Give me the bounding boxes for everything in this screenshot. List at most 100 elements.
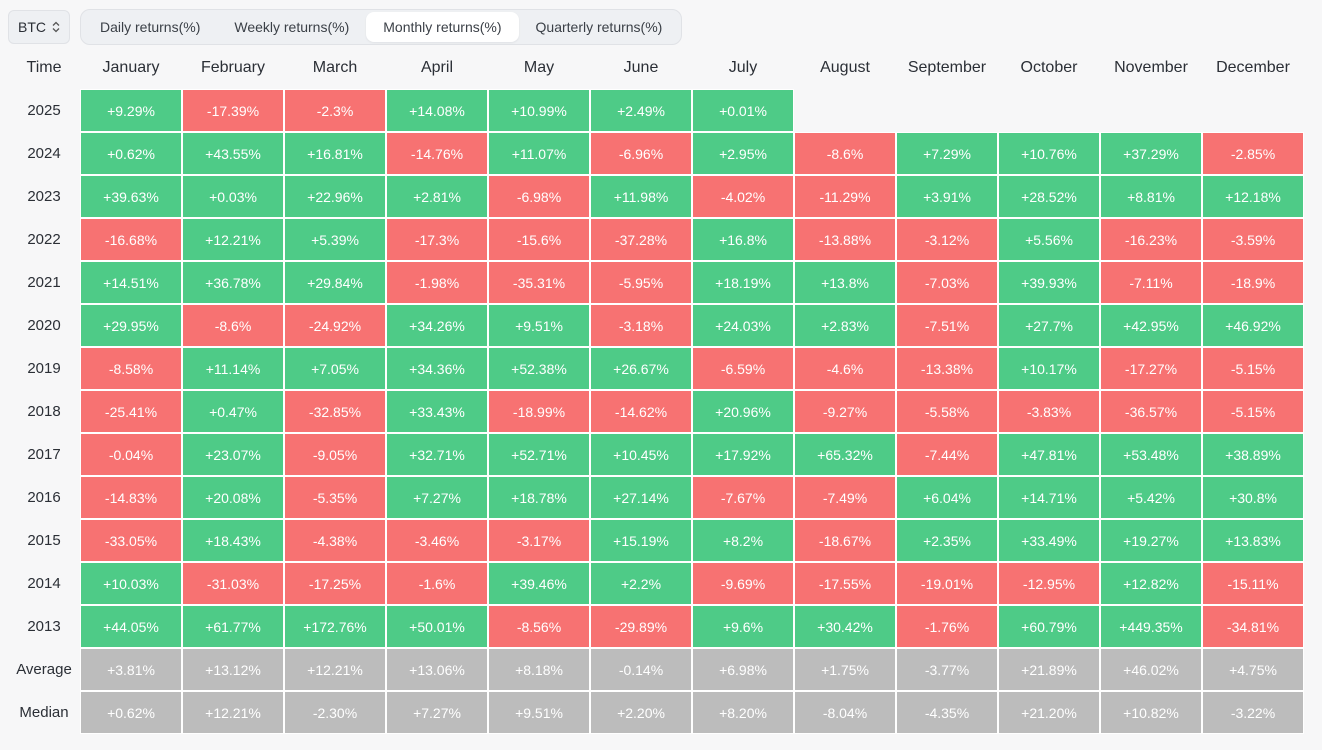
return-cell-2023-july: -4.02%	[692, 175, 794, 218]
return-cell-2015-december: +13.83%	[1202, 519, 1304, 562]
return-cell-2023-september: +3.91%	[896, 175, 998, 218]
row-label-2014: 2014	[27, 575, 61, 592]
median-cell-april: +7.27%	[386, 691, 488, 734]
return-cell-2016-october: +14.71%	[998, 476, 1100, 519]
average-cell-july: +6.98%	[692, 648, 794, 691]
return-cell-2023-december: +12.18%	[1202, 175, 1304, 218]
return-cell-2022-april: -17.3%	[386, 218, 488, 261]
asset-selector-value: BTC	[18, 19, 46, 35]
return-cell-2020-october: +27.7%	[998, 304, 1100, 347]
return-cell-2020-january: +29.95%	[80, 304, 182, 347]
return-cell-2014-september: -19.01%	[896, 562, 998, 605]
return-cell-2020-august: +2.83%	[794, 304, 896, 347]
return-cell-2019-april: +34.36%	[386, 347, 488, 390]
return-cell-2014-march: -17.25%	[284, 562, 386, 605]
column-header-october: October	[1020, 58, 1078, 76]
column-header-september: September	[907, 58, 987, 76]
row-label-median: Median	[19, 704, 69, 721]
average-cell-june: -0.14%	[590, 648, 692, 691]
return-cell-2023-january: +39.63%	[80, 175, 182, 218]
return-cell-2014-december: -15.11%	[1202, 562, 1304, 605]
return-cell-2015-november: +19.27%	[1100, 519, 1202, 562]
row-label-2022: 2022	[27, 231, 61, 248]
return-cell-2019-june: +26.67%	[590, 347, 692, 390]
return-cell-2015-july: +8.2%	[692, 519, 794, 562]
return-cell-2014-january: +10.03%	[80, 562, 182, 605]
average-cell-may: +8.18%	[488, 648, 590, 691]
return-cell-2018-april: +33.43%	[386, 390, 488, 433]
return-cell-2021-july: +18.19%	[692, 261, 794, 304]
return-cell-2018-july: +20.96%	[692, 390, 794, 433]
average-cell-march: +12.21%	[284, 648, 386, 691]
row-label-2020: 2020	[27, 317, 61, 334]
return-cell-2015-january: -33.05%	[80, 519, 182, 562]
return-cell-2025-june: +2.49%	[590, 89, 692, 132]
return-cell-2019-july: -6.59%	[692, 347, 794, 390]
return-cell-2019-may: +52.38%	[488, 347, 590, 390]
return-cell-2025-may: +10.99%	[488, 89, 590, 132]
return-cell-2019-february: +11.14%	[182, 347, 284, 390]
tab-monthly-returns[interactable]: Monthly returns(%)	[366, 12, 519, 42]
tab-weekly-returns[interactable]: Weekly returns(%)	[234, 19, 350, 35]
return-cell-2017-november: +53.48%	[1100, 433, 1202, 476]
column-header-february: February	[200, 58, 266, 76]
row-label-average: Average	[16, 661, 72, 678]
return-cell-2013-september: -1.76%	[896, 605, 998, 648]
return-cell-2022-february: +12.21%	[182, 218, 284, 261]
return-cell-2017-august: +65.32%	[794, 433, 896, 476]
return-cell-2017-october: +47.81%	[998, 433, 1100, 476]
return-cell-2016-march: -5.35%	[284, 476, 386, 519]
return-cell-2016-september: +6.04%	[896, 476, 998, 519]
return-cell-2014-november: +12.82%	[1100, 562, 1202, 605]
return-cell-2016-may: +18.78%	[488, 476, 590, 519]
return-cell-2015-may: -3.17%	[488, 519, 590, 562]
return-cell-2014-june: +2.2%	[590, 562, 692, 605]
return-cell-2017-december: +38.89%	[1202, 433, 1304, 476]
asset-selector[interactable]: BTC	[8, 10, 70, 44]
average-cell-september: -3.77%	[896, 648, 998, 691]
row-label-2021: 2021	[27, 274, 61, 291]
tab-daily-returns[interactable]: Daily returns(%)	[100, 19, 201, 35]
return-cell-2024-april: -14.76%	[386, 132, 488, 175]
median-cell-august: -8.04%	[794, 691, 896, 734]
return-cell-2022-june: -37.28%	[590, 218, 692, 261]
median-cell-january: +0.62%	[80, 691, 182, 734]
return-cell-2019-january: -8.58%	[80, 347, 182, 390]
return-cell-2024-may: +11.07%	[488, 132, 590, 175]
return-cell-2025-march: -2.3%	[284, 89, 386, 132]
return-cell-2022-may: -15.6%	[488, 218, 590, 261]
return-cell-2020-march: -24.92%	[284, 304, 386, 347]
return-cell-2018-september: -5.58%	[896, 390, 998, 433]
return-cell-2025-july: +0.01%	[692, 89, 794, 132]
return-cell-2016-january: -14.83%	[80, 476, 182, 519]
return-cell-2019-september: -13.38%	[896, 347, 998, 390]
return-cell-2019-november: -17.27%	[1100, 347, 1202, 390]
chevron-updown-icon	[52, 21, 60, 33]
return-cell-2016-august: -7.49%	[794, 476, 896, 519]
return-cell-2022-march: +5.39%	[284, 218, 386, 261]
return-cell-2018-august: -9.27%	[794, 390, 896, 433]
return-cell-2022-july: +16.8%	[692, 218, 794, 261]
return-cell-2022-december: -3.59%	[1202, 218, 1304, 261]
average-cell-february: +13.12%	[182, 648, 284, 691]
column-header-april: April	[420, 58, 453, 76]
toolbar: BTC Daily returns(%) Weekly returns(%) M…	[8, 9, 683, 45]
return-cell-2014-february: -31.03%	[182, 562, 284, 605]
return-cell-2016-april: +7.27%	[386, 476, 488, 519]
tab-quarterly-returns[interactable]: Quarterly returns(%)	[535, 19, 663, 35]
median-cell-july: +8.20%	[692, 691, 794, 734]
row-label-2013: 2013	[27, 618, 61, 635]
return-cell-2021-october: +39.93%	[998, 261, 1100, 304]
return-cell-2025-november	[1100, 89, 1202, 132]
return-cell-2014-july: -9.69%	[692, 562, 794, 605]
return-cell-2013-may: -8.56%	[488, 605, 590, 648]
return-cell-2019-december: -5.15%	[1202, 347, 1304, 390]
return-cell-2014-october: -12.95%	[998, 562, 1100, 605]
row-label-2017: 2017	[27, 446, 61, 463]
column-header-june: June	[623, 58, 659, 76]
column-header-january: January	[102, 58, 160, 76]
returns-heatmap-table: Time January February March April May June July…	[8, 46, 1304, 734]
return-cell-2015-october: +33.49%	[998, 519, 1100, 562]
return-cell-2018-june: -14.62%	[590, 390, 692, 433]
return-cell-2022-november: -16.23%	[1100, 218, 1202, 261]
